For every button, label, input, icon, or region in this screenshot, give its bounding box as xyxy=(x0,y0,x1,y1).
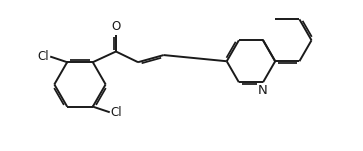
Text: O: O xyxy=(111,20,121,33)
Text: Cl: Cl xyxy=(38,50,49,63)
Text: N: N xyxy=(258,84,268,97)
Text: Cl: Cl xyxy=(111,106,122,119)
